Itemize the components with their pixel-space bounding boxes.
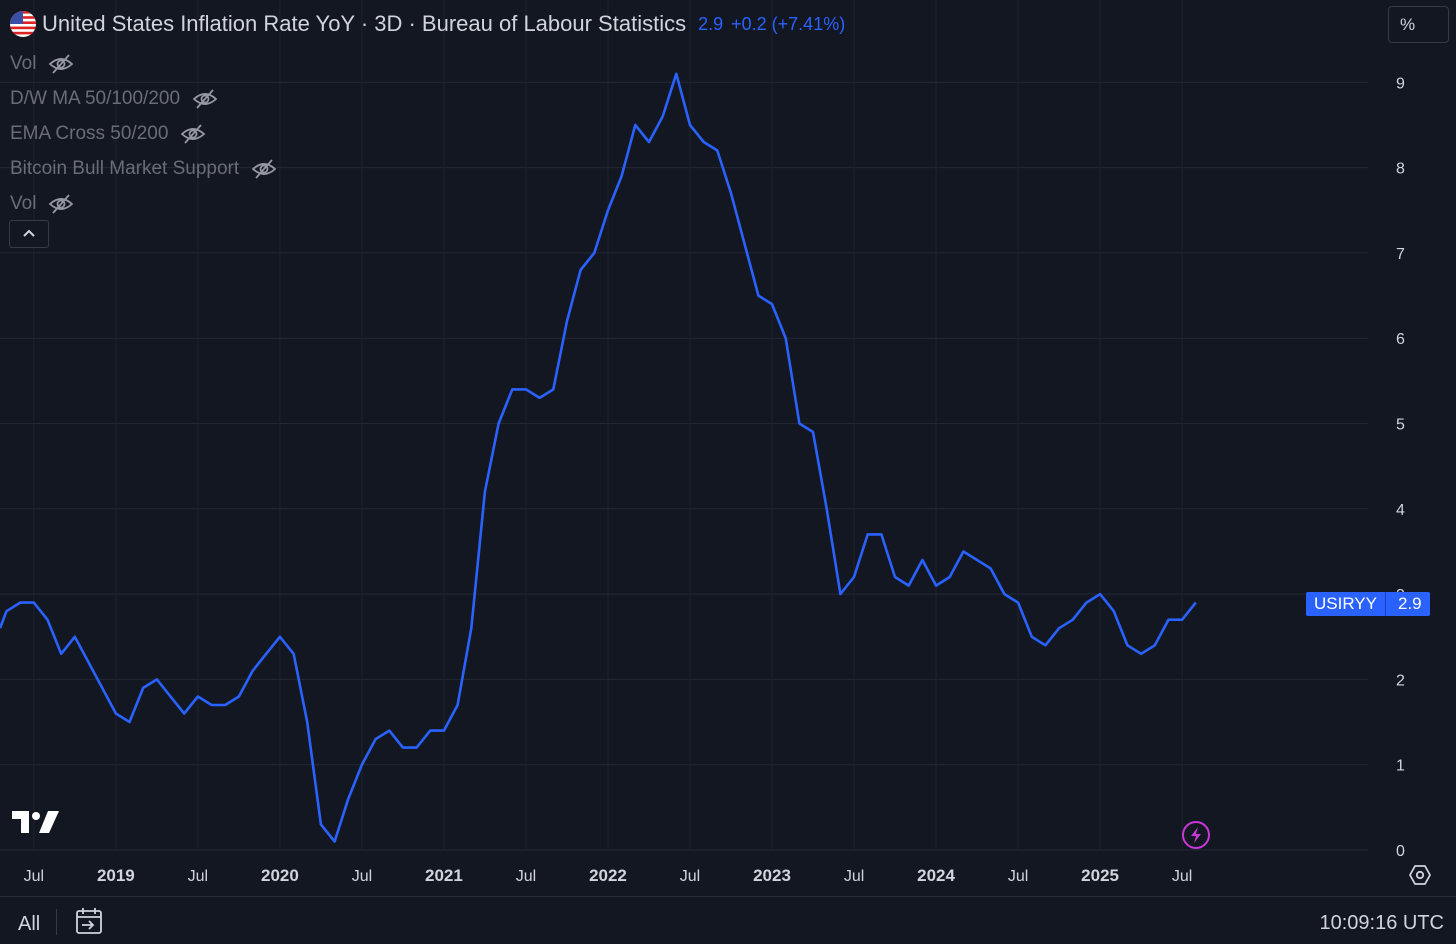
eye-off-icon[interactable] [192, 88, 218, 110]
last-value: 2.9 [698, 13, 724, 34]
y-axis-ticks: 0123456789 [1396, 75, 1405, 860]
x-tick-label: 2019 [97, 866, 135, 885]
x-tick-label: 2022 [589, 866, 627, 885]
indicator-row[interactable]: Vol [10, 186, 277, 221]
range-all-button[interactable]: All [18, 913, 41, 935]
bottom-toolbar: All 10:09:16 UTC [0, 896, 1456, 944]
us-flag-icon [10, 11, 36, 37]
chart-header: United States Inflation Rate YoY · 3D · … [10, 10, 845, 38]
indicator-label: D/W MA 50/100/200 [10, 87, 181, 109]
x-tick-label: Jul [188, 868, 208, 885]
indicator-list: Vol D/W MA 50/100/200 EMA Cross 50/200 B… [10, 46, 277, 221]
x-tick-label: 2025 [1081, 866, 1119, 885]
y-tick-label: 1 [1396, 758, 1405, 775]
inflation-line [0, 72, 1197, 843]
x-tick-label: 2020 [261, 866, 299, 885]
tradingview-logo[interactable] [12, 810, 60, 839]
collapse-indicators-button[interactable] [9, 220, 49, 248]
indicator-label: EMA Cross 50/200 [10, 122, 169, 144]
y-tick-label: 2 [1396, 672, 1405, 689]
x-tick-label: Jul [680, 868, 700, 885]
y-tick-label: 7 [1396, 246, 1405, 263]
chevron-up-icon [22, 225, 36, 243]
calendar-range-icon[interactable] [74, 907, 104, 940]
x-axis-ticks: Jul 2019 Jul 2020 Jul 2021 Jul 2022 Jul 2023 Jul 20… [24, 866, 1193, 885]
last-price-label: USIRYY 2.9 [1306, 592, 1430, 616]
indicator-row[interactable]: EMA Cross 50/200 [10, 116, 277, 151]
symbol-title[interactable]: United States Inflation Rate YoY · 3D · … [42, 11, 687, 36]
x-tick-label: 2021 [425, 866, 463, 885]
indicator-row[interactable]: Bitcoin Bull Market Support [10, 151, 277, 186]
indicator-row[interactable]: Vol [10, 46, 277, 81]
eye-off-icon[interactable] [48, 53, 74, 75]
lightning-icon[interactable] [1181, 820, 1211, 855]
x-tick-label: Jul [844, 868, 864, 885]
indicator-label: Bitcoin Bull Market Support [10, 157, 240, 179]
y-tick-label: 8 [1396, 161, 1405, 178]
toolbar-divider [56, 909, 57, 935]
y-tick-label: 0 [1396, 843, 1405, 860]
percent-scale-button[interactable]: % [1388, 6, 1449, 43]
price-tag-value: 2.9 [1385, 592, 1430, 616]
price-tag-symbol: USIRYY [1306, 592, 1385, 616]
indicator-label: Vol [10, 52, 37, 74]
change-value: +0.2 (+7.41%) [731, 13, 846, 34]
eye-off-icon[interactable] [180, 123, 206, 145]
y-tick-label: 9 [1396, 75, 1405, 92]
x-tick-label: 2024 [917, 866, 955, 885]
x-tick-label: Jul [24, 868, 44, 885]
eye-off-icon[interactable] [251, 158, 277, 180]
x-tick-label: Jul [516, 868, 536, 885]
utc-clock: 10:09:16 UTC [1319, 912, 1444, 934]
y-tick-label: 4 [1396, 502, 1405, 519]
indicator-row[interactable]: D/W MA 50/100/200 [10, 81, 277, 116]
y-tick-label: 5 [1396, 417, 1405, 434]
x-tick-label: Jul [1008, 868, 1028, 885]
x-tick-label: Jul [352, 868, 372, 885]
indicator-label: Vol [10, 192, 37, 214]
grid-lines [0, 0, 1368, 851]
x-tick-label: Jul [1172, 868, 1192, 885]
x-tick-label: 2023 [753, 866, 791, 885]
eye-off-icon[interactable] [48, 193, 74, 215]
chart-canvas[interactable]: 0123456789 Jul2019Jul2020Jul2021Jul2022J… [0, 0, 1456, 896]
y-tick-label: 6 [1396, 331, 1405, 348]
settings-icon[interactable] [1409, 864, 1431, 891]
